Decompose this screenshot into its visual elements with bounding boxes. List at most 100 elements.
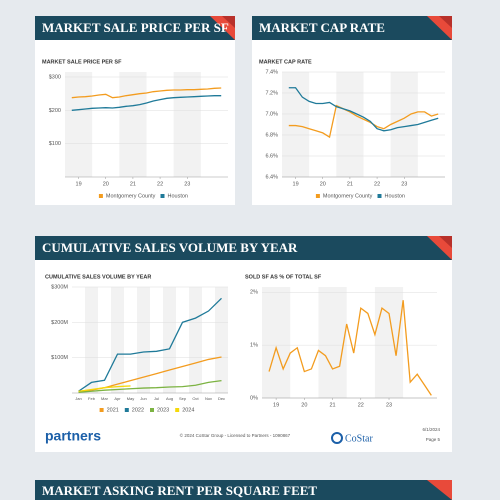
legend-swatch bbox=[124, 408, 129, 412]
partners-logo: partners bbox=[45, 428, 101, 444]
band bbox=[189, 287, 202, 393]
line-series bbox=[288, 104, 439, 139]
line-series bbox=[78, 385, 131, 392]
x-tick-label: 20 bbox=[103, 181, 109, 187]
card-title: MARKET SALE PRICE PER SF bbox=[42, 20, 229, 35]
band bbox=[374, 287, 404, 398]
band bbox=[318, 287, 347, 398]
legend-swatch bbox=[98, 194, 103, 198]
band bbox=[390, 72, 418, 177]
legend-label: Montgomery County bbox=[106, 193, 156, 199]
legend-label: 2023 bbox=[157, 407, 169, 413]
band bbox=[163, 287, 176, 393]
x-tick-label: 23 bbox=[184, 181, 190, 187]
legend-label: Houston bbox=[168, 193, 189, 199]
copyright: © 2024 CoStar Group - Licensed to Partne… bbox=[180, 432, 291, 438]
x-tick-label: Nov bbox=[205, 396, 212, 401]
line-series bbox=[78, 297, 222, 392]
band bbox=[336, 72, 364, 177]
band bbox=[85, 287, 98, 393]
x-tick-label: Mar bbox=[101, 396, 109, 401]
band bbox=[65, 72, 93, 177]
x-tick-label: Dec bbox=[218, 396, 225, 401]
band bbox=[119, 72, 147, 177]
y-tick-label: 0% bbox=[250, 395, 258, 401]
chart-title: MARKET SALE PRICE PER SF bbox=[42, 59, 122, 65]
x-tick-label: Sep bbox=[179, 396, 187, 401]
legend-label: Montgomery County bbox=[323, 193, 373, 199]
y-tick-label: $200M bbox=[51, 320, 68, 326]
legend-swatch bbox=[99, 408, 104, 412]
corner bbox=[222, 16, 235, 28]
band bbox=[137, 287, 150, 393]
x-tick-label: 19 bbox=[293, 181, 299, 187]
line-series bbox=[71, 95, 222, 111]
card-title: MARKET ASKING RENT PER SQUARE FEET bbox=[42, 483, 317, 498]
y-tick-label: 7.2% bbox=[265, 90, 278, 96]
corner bbox=[439, 236, 452, 248]
band bbox=[173, 72, 201, 177]
band bbox=[215, 287, 228, 393]
card-header bbox=[35, 236, 452, 260]
line-series bbox=[78, 379, 222, 393]
x-tick-label: 21 bbox=[347, 181, 353, 187]
y-tick-label: 2% bbox=[250, 290, 258, 296]
x-tick-label: 19 bbox=[76, 181, 82, 187]
y-tick-label: 7.4% bbox=[265, 69, 278, 75]
band bbox=[262, 287, 291, 398]
y-tick-label: 6.4% bbox=[265, 174, 278, 180]
y-tick-label: 6.6% bbox=[265, 153, 278, 159]
x-tick-label: Jun bbox=[140, 396, 146, 401]
line-series bbox=[268, 300, 432, 396]
legend-label: Houston bbox=[385, 193, 406, 199]
y-tick-label: $100 bbox=[49, 141, 61, 147]
x-tick-label: 22 bbox=[374, 181, 380, 187]
card-header bbox=[35, 480, 452, 500]
legend-swatch bbox=[150, 408, 154, 412]
card-header bbox=[35, 16, 235, 40]
line-series bbox=[71, 87, 222, 99]
y-tick-label: $300 bbox=[49, 74, 61, 80]
x-tick-label: 21 bbox=[330, 402, 336, 408]
corner bbox=[439, 16, 452, 28]
y-tick-label: $200 bbox=[49, 108, 61, 114]
legend-swatch bbox=[160, 194, 165, 198]
y-tick-label: $100M bbox=[51, 355, 68, 361]
y-tick-label: 7.0% bbox=[265, 111, 278, 117]
x-tick-label: Apr bbox=[114, 396, 121, 401]
brand-icon bbox=[331, 432, 343, 444]
y-tick-label: 1% bbox=[250, 343, 258, 349]
x-tick-label: Feb bbox=[88, 396, 96, 401]
chart-title: SOLD SF AS % OF TOTAL SF bbox=[245, 274, 322, 280]
x-tick-label: 22 bbox=[358, 402, 364, 408]
page-number: Page 5 bbox=[426, 437, 441, 442]
card-header bbox=[252, 16, 452, 40]
x-tick-label: 21 bbox=[130, 181, 136, 187]
x-tick-label: 20 bbox=[301, 402, 307, 408]
brand-logo: CoStar bbox=[345, 433, 373, 444]
legend-label: 2024 bbox=[182, 407, 194, 413]
date: 6/1/2024 bbox=[422, 427, 440, 432]
card-title: MARKET CAP RATE bbox=[259, 20, 385, 35]
band bbox=[282, 72, 310, 177]
legend-label: 2022 bbox=[132, 407, 144, 413]
x-tick-label: 20 bbox=[320, 181, 326, 187]
legend-label: 2021 bbox=[107, 407, 119, 413]
chart-title: MARKET CAP RATE bbox=[259, 59, 312, 65]
line-series bbox=[288, 87, 439, 132]
card-title: CUMULATIVE SALES VOLUME BY YEAR bbox=[42, 240, 298, 255]
x-tick-label: Jul bbox=[154, 396, 159, 401]
x-tick-label: 23 bbox=[401, 181, 407, 187]
legend-swatch bbox=[175, 408, 180, 412]
x-tick-label: 22 bbox=[157, 181, 163, 187]
legend-swatch bbox=[315, 194, 320, 198]
x-tick-label: Jan bbox=[75, 396, 81, 401]
x-tick-label: 23 bbox=[386, 402, 392, 408]
chart-title: CUMULATIVE SALES VOLUME BY YEAR bbox=[45, 274, 151, 280]
y-tick-label: 6.8% bbox=[265, 132, 278, 138]
x-tick-label: May bbox=[127, 396, 135, 401]
x-tick-label: Aug bbox=[166, 396, 173, 401]
corner bbox=[427, 480, 452, 500]
x-tick-label: Oct bbox=[192, 396, 199, 401]
